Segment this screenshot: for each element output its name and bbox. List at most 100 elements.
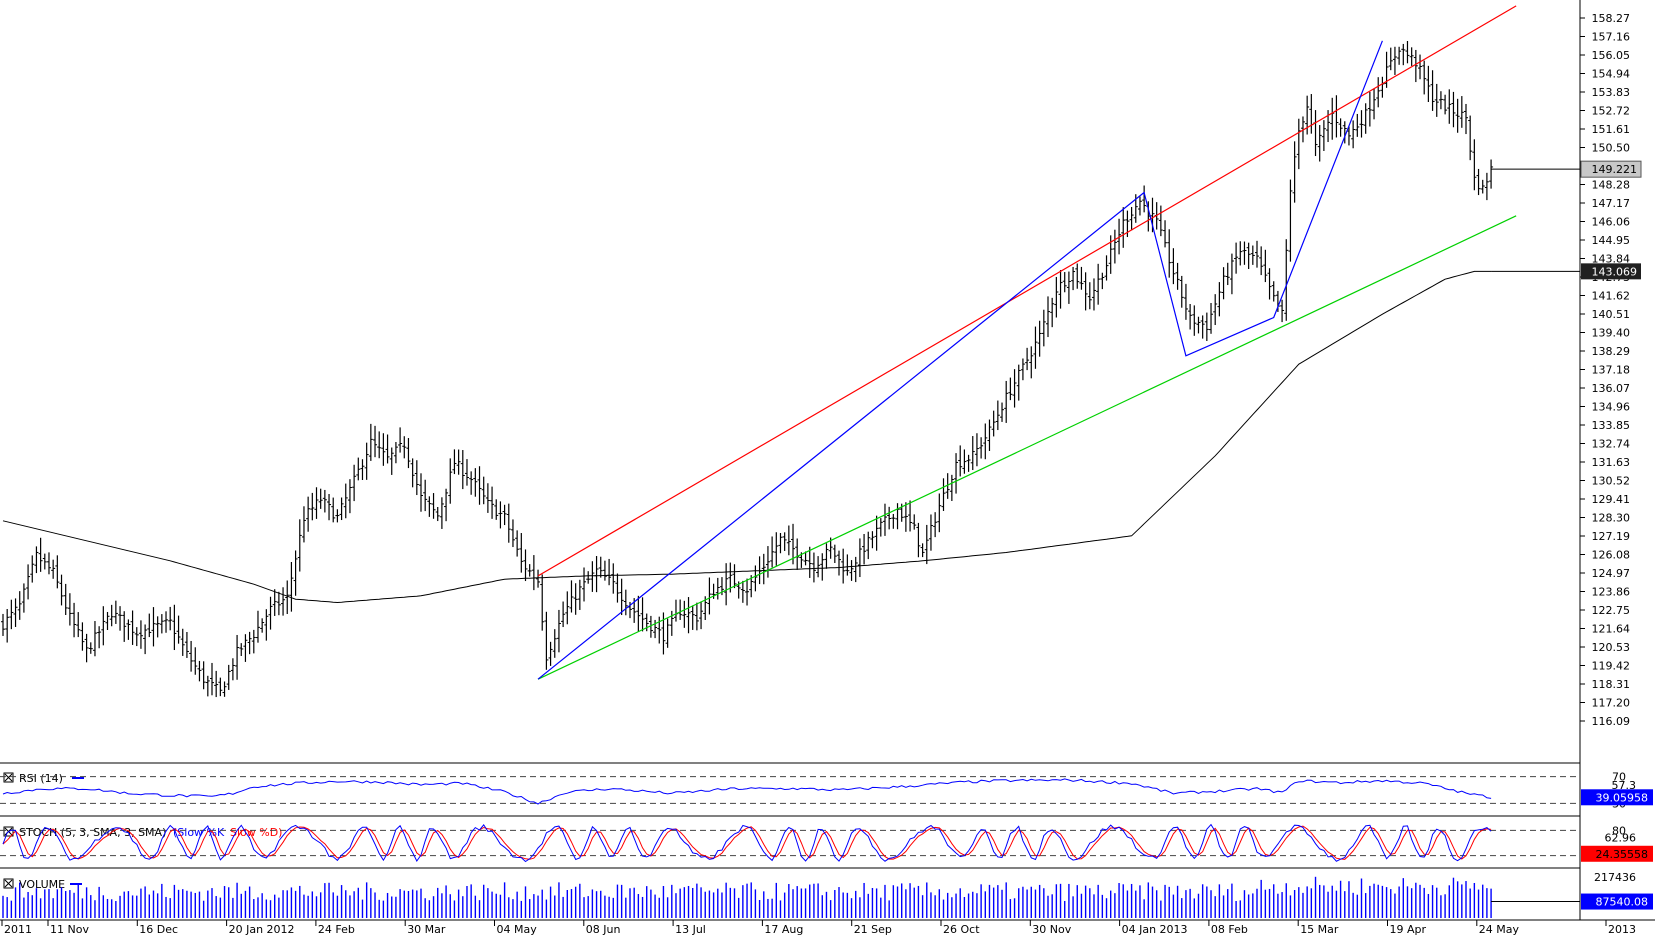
ohlc-bar [1489, 159, 1494, 189]
ohlc-bar [55, 555, 60, 589]
ohlc-bar [1025, 347, 1030, 371]
ohlc-bar [210, 662, 214, 696]
stoch-legend-d: Slow %D) [230, 826, 282, 839]
ohlc-bar [1455, 98, 1460, 133]
price-tick-label: 128.30 [1592, 512, 1631, 525]
ohlc-bar [1397, 46, 1402, 65]
ohlc-bar [811, 552, 816, 583]
price-tick-label: 120.53 [1592, 641, 1631, 654]
price-tick-label: 144.95 [1592, 234, 1631, 247]
ohlc-bar [983, 423, 988, 460]
ohlc-bar [1255, 240, 1259, 268]
ohlc-bar [97, 626, 102, 649]
ohlc-bar [197, 660, 202, 682]
ohlc-bar [1058, 270, 1063, 309]
date-label: 30 Nov [1032, 923, 1071, 936]
ohlc-bar [494, 499, 499, 520]
ohlc-bar [1480, 179, 1485, 194]
date-label: 11 Nov [50, 923, 89, 936]
ohlc-bar [1037, 320, 1042, 357]
stoch-value-label: 24.35558 [1596, 848, 1649, 861]
ohlc-bar [318, 488, 323, 509]
ohlc-bar [1183, 283, 1188, 320]
price-tick-label: 147.17 [1592, 197, 1631, 210]
trendline-zigzag [537, 40, 1383, 680]
ohlc-bar [582, 567, 587, 602]
ohlc-bar [314, 487, 319, 519]
ohlc-bar [682, 600, 687, 628]
ohlc-bar [427, 496, 432, 517]
trendline [537, 215, 1517, 680]
ohlc-bar [464, 459, 469, 486]
date-axis: 2011 11 Nov 16 Dec 20 Jan 2012 24 Feb 30 Mar 0… [1, 920, 1636, 936]
date-label: 20 Jan 2012 [229, 923, 295, 936]
ohlc-bar [310, 492, 315, 521]
ohlc-bar [51, 559, 56, 579]
ohlc-bar [1342, 121, 1347, 144]
ohlc-bar [891, 513, 896, 529]
ohlc-bar [598, 556, 603, 578]
ohlc-bar [837, 550, 841, 576]
ohlc-bar [694, 602, 699, 631]
rsi-level-label: 70 [1612, 771, 1626, 784]
ohlc-bar [515, 530, 520, 557]
ohlc-bar [101, 606, 106, 646]
ohlc-bar [1338, 118, 1343, 137]
last-price-box [1580, 160, 1642, 178]
ohlc-bar [1041, 309, 1046, 347]
ohlc-bar [565, 591, 570, 625]
ohlc-bar [791, 523, 796, 565]
ohlc-bar [109, 604, 114, 627]
ohlc-bar [510, 519, 515, 548]
ohlc-bar [255, 610, 260, 643]
ohlc-bar [1016, 364, 1021, 401]
ohlc-bar [17, 591, 22, 620]
ohlc-bar [155, 616, 160, 638]
price-tick-label: 127.19 [1592, 530, 1631, 543]
ohlc-bar [1213, 294, 1218, 326]
ohlc-bar [745, 578, 750, 606]
ohlc-bar [1413, 49, 1418, 83]
price-tick-label: 117.20 [1592, 697, 1631, 710]
date-label: 17 Aug [764, 923, 803, 936]
rsi-close-icon-cross [4, 773, 13, 782]
ohlc-bar [715, 577, 720, 600]
ohlc-bar [490, 486, 495, 519]
ohlc-bar [786, 525, 791, 556]
price-tick-label: 134.96 [1592, 401, 1631, 414]
ohlc-bar [615, 573, 620, 603]
ohlc-bar [933, 512, 938, 538]
ohlc-bar [1188, 304, 1193, 330]
ohlc-bar [1280, 299, 1285, 323]
ohlc-bar [498, 501, 503, 529]
ohlc-bar [118, 606, 123, 631]
ohlc-bar [1096, 263, 1101, 305]
ohlc-bar [381, 433, 386, 466]
ohlc-bar [870, 531, 875, 549]
ohlc-bar [431, 493, 436, 519]
stoch-value-box [1581, 845, 1653, 862]
ohlc-bar [360, 459, 365, 480]
ohlc-bar [1171, 248, 1176, 285]
ohlc-bar [222, 681, 227, 697]
ohlc-bar [301, 506, 306, 543]
ohlc-bar [878, 518, 883, 537]
rsi-panel: RSI (14) 703057.339.05958 [0, 771, 1653, 810]
ohlc-bar [448, 458, 453, 504]
ohlc-bar [59, 574, 64, 606]
ohlc-bar [1392, 46, 1397, 75]
stoch-k-line [2, 823, 1492, 863]
ohlc-bar [979, 437, 984, 459]
ohlc-bar [80, 622, 85, 651]
date-label: 15 Mar [1300, 923, 1339, 936]
price-tick-label: 153.83 [1592, 86, 1631, 99]
ohlc-bar [602, 560, 607, 581]
ohlc-bar [903, 502, 908, 532]
ohlc-bar [1443, 94, 1448, 115]
ohlc-bar [594, 556, 599, 593]
ohlc-bar [1451, 91, 1456, 128]
ohlc-bar [151, 607, 156, 647]
ohlc-bar [1062, 272, 1067, 293]
price-tick-label: 139.40 [1592, 327, 1631, 340]
